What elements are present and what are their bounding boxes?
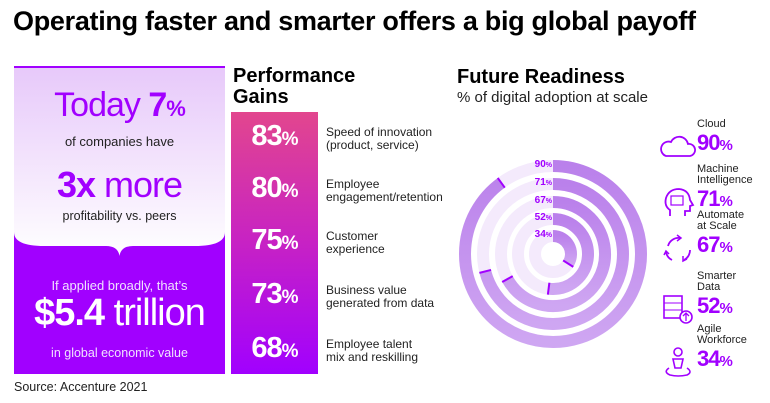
page-title: Operating faster and smarter offers a bi… — [13, 6, 696, 36]
readiness-label: Cloud — [697, 118, 726, 130]
performance-value: 68% — [251, 332, 298, 364]
readiness-subtitle: % of digital adoption at scale — [457, 89, 648, 106]
value-text: in global economic value — [51, 346, 188, 360]
radial-bar-end — [562, 259, 574, 268]
source-note: Source: Accenture 2021 — [14, 380, 148, 394]
cloud-icon — [660, 135, 696, 157]
performance-label: Speed of innovation (product, service) — [326, 125, 433, 152]
person-pivot-icon — [665, 347, 691, 377]
radial-bar-end — [479, 268, 492, 274]
performance-value: 80% — [251, 172, 298, 204]
profit-stat: 3x more — [56, 164, 183, 205]
stat-panel-bottom — [14, 232, 225, 374]
radial-bar-automate-at-scale — [502, 196, 611, 312]
performance-title: Performance Gains — [233, 65, 356, 108]
today-stat: Today 7% — [54, 86, 186, 124]
readiness-value: 90% — [697, 130, 733, 155]
radial-bar-smarter-data — [547, 213, 594, 295]
performance-label: Employee engagement/retention — [326, 177, 443, 204]
value-stat: $5.4 trillion — [34, 292, 206, 334]
performance-value: 83% — [251, 120, 298, 152]
readiness-value: 71% — [697, 186, 733, 211]
radial-label: 34% — [534, 229, 552, 240]
radial-label: 52% — [534, 212, 552, 223]
cycle-arrows-icon — [663, 234, 691, 263]
performance-label: Employee talent mix and reskilling — [326, 337, 419, 364]
readiness-label: Smarter Data — [697, 270, 737, 293]
readiness-label: Automate at Scale — [697, 209, 745, 232]
readiness-label: Agile Workforce — [697, 323, 747, 346]
performance-label: Business value generated from data — [326, 283, 435, 310]
readiness-value: 34% — [697, 346, 733, 371]
companies-text: of companies have — [64, 134, 175, 149]
radial-bar-end — [546, 282, 551, 295]
radial-bar-end — [501, 275, 514, 283]
radial-label: 67% — [534, 195, 552, 206]
readiness-title: Future Readiness — [457, 66, 625, 88]
performance-bar — [231, 112, 318, 374]
radial-bar-machine-intelligence — [479, 178, 629, 330]
performance-value: 75% — [251, 224, 298, 256]
radial-bar-end — [496, 177, 506, 189]
readiness-value: 67% — [697, 232, 733, 257]
radial-bar-cloud — [459, 160, 647, 348]
performance-label: Customer experience — [326, 229, 385, 256]
server-upload-icon — [663, 295, 693, 324]
radial-label: 90% — [534, 159, 552, 170]
performance-value: 73% — [251, 278, 298, 310]
readiness-value: 52% — [697, 293, 733, 318]
head-binary-icon — [664, 188, 695, 216]
applied-text: If applied broadly, that’s — [51, 278, 188, 293]
radial-label: 71% — [534, 177, 552, 188]
readiness-label: Machine Intelligence — [697, 163, 753, 186]
profit-text: profitability vs. peers — [62, 209, 177, 223]
radial-bar-agile-workforce — [552, 230, 577, 267]
